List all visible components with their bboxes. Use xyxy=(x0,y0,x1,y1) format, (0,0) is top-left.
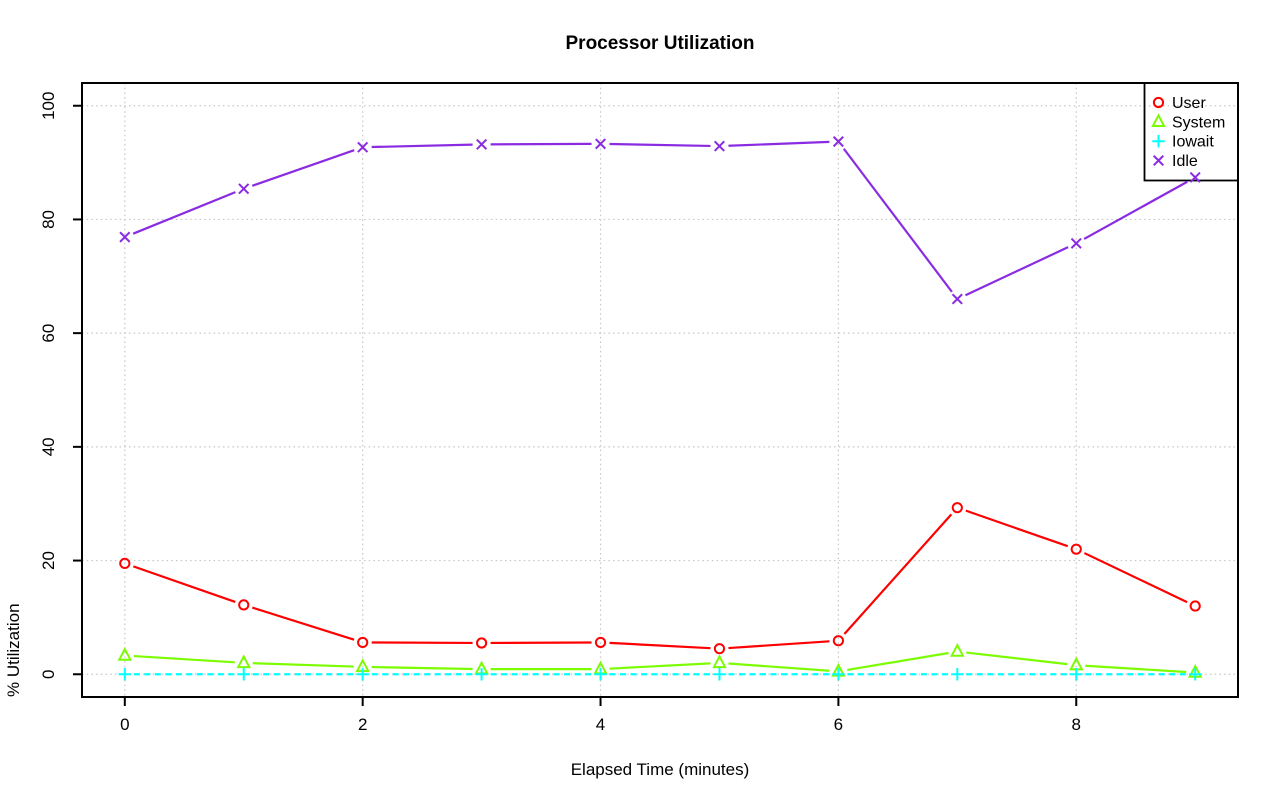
series-line-user xyxy=(728,640,830,650)
series-marker-iowait xyxy=(1188,668,1202,681)
series-line-idle xyxy=(132,191,236,235)
series-marker-iowait xyxy=(951,668,964,681)
y-tick-label: 60 xyxy=(39,324,58,343)
series-line-idle xyxy=(371,143,473,149)
series-marker-iowait xyxy=(713,668,726,681)
series-marker-iowait xyxy=(118,668,132,681)
series-line-idle xyxy=(251,149,355,187)
series-line-idle xyxy=(965,246,1069,297)
legend-marker-user xyxy=(1152,96,1165,109)
series-line-system xyxy=(371,665,473,671)
series-marker-iowait xyxy=(1070,668,1083,681)
series-marker-user xyxy=(951,502,963,514)
chart-title: Processor Utilization xyxy=(565,33,755,54)
series-marker-idle xyxy=(713,140,725,152)
y-tick-label: 40 xyxy=(39,437,58,456)
series-line-user xyxy=(251,606,355,641)
series-line-idle xyxy=(728,140,830,147)
legend-label-iowait: Iowait xyxy=(1172,134,1214,151)
y-tick-label: 100 xyxy=(39,92,58,120)
series-marker-user xyxy=(594,636,607,649)
legend-label-idle: Idle xyxy=(1172,153,1198,170)
x-tick-label: 0 xyxy=(120,715,129,734)
legend-marker-idle xyxy=(1152,155,1165,167)
series-marker-idle xyxy=(595,138,607,150)
series-line-user xyxy=(843,513,953,635)
series-marker-system xyxy=(1069,656,1084,671)
series-marker-iowait xyxy=(594,668,607,681)
series-line-system xyxy=(728,662,830,672)
series-marker-user xyxy=(238,599,250,611)
x-tick-label: 6 xyxy=(834,715,843,734)
series-marker-user xyxy=(119,557,131,569)
series-marker-idle xyxy=(119,231,131,243)
legend-label-user: User xyxy=(1172,95,1206,112)
series-line-idle xyxy=(1083,180,1188,240)
series-marker-iowait xyxy=(237,668,250,681)
y-tick-label: 0 xyxy=(39,670,58,679)
series-marker-user xyxy=(1070,543,1082,555)
series-marker-system xyxy=(712,654,727,669)
y-axis-label: % Utilization xyxy=(4,603,23,697)
series-marker-user xyxy=(476,637,488,649)
series-line-user xyxy=(1083,552,1188,604)
series-marker-iowait xyxy=(356,668,369,681)
x-tick-label: 2 xyxy=(358,715,367,734)
series-marker-user xyxy=(357,636,369,649)
series-marker-iowait xyxy=(475,668,488,681)
series-marker-system xyxy=(236,654,252,669)
series-marker-user xyxy=(1189,600,1201,612)
series-marker-system xyxy=(950,642,965,657)
x-tick-label: 8 xyxy=(1072,715,1081,734)
series-marker-idle xyxy=(238,183,250,195)
series-line-user xyxy=(609,641,711,650)
x-tick-label: 4 xyxy=(596,715,605,734)
series-marker-idle xyxy=(951,293,963,305)
series-marker-user xyxy=(832,635,844,647)
series-marker-idle xyxy=(357,141,369,153)
series-line-system xyxy=(1085,664,1187,674)
series-line-idle xyxy=(842,148,953,293)
x-axis-label: Elapsed Time (minutes) xyxy=(570,760,750,779)
series-marker-idle xyxy=(1070,237,1082,249)
series-marker-user xyxy=(713,643,726,655)
series-marker-idle xyxy=(832,136,844,148)
plot-border xyxy=(81,82,1239,698)
series-line-idle xyxy=(609,142,711,148)
legend-label-system: System xyxy=(1172,114,1225,131)
series-marker-iowait xyxy=(832,668,845,681)
y-tick-label: 80 xyxy=(39,210,58,229)
series-line-system xyxy=(966,651,1068,666)
series-marker-system xyxy=(117,646,133,661)
series-marker-idle xyxy=(476,138,488,150)
series-line-user xyxy=(965,509,1069,548)
series-line-system xyxy=(609,662,711,670)
legend-marker-system xyxy=(1151,113,1166,128)
y-tick-label: 20 xyxy=(39,551,58,570)
series-line-user xyxy=(132,565,236,603)
series-line-system xyxy=(252,662,354,668)
series-line-system xyxy=(133,654,235,664)
series-marker-idle xyxy=(1189,171,1201,183)
legend-marker-iowait xyxy=(1152,135,1165,148)
series-line-system xyxy=(847,651,949,672)
